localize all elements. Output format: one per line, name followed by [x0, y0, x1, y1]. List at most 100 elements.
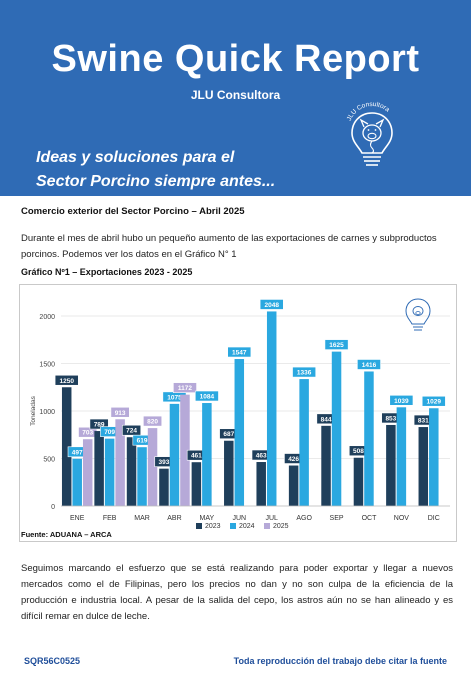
data-label-box: [173, 382, 197, 393]
legend-swatch: [264, 523, 270, 529]
data-label: 709: [104, 429, 115, 436]
header-banner: Swine Quick Report JLU Consultora Ideas …: [0, 0, 471, 196]
data-label-box: [389, 394, 414, 406]
data-label: 1029: [427, 399, 442, 406]
bar: [364, 371, 374, 506]
bar: [126, 437, 137, 506]
data-label: 1250: [59, 378, 74, 385]
chart-logo-icon: [405, 298, 431, 331]
x-tick-label: SEP: [330, 515, 344, 522]
report-subtitle: JLU Consultora: [190, 88, 281, 102]
data-label: 687: [223, 431, 234, 438]
bar: [386, 424, 396, 506]
bar: [137, 447, 147, 506]
data-label: 789: [94, 422, 105, 429]
x-tick-label: JUL: [265, 515, 278, 522]
y-tick-label: 1500: [39, 362, 55, 369]
data-label: 1336: [297, 370, 312, 377]
legend-label: 2025: [273, 523, 289, 530]
chart-logo-part: [415, 311, 421, 315]
chart-title: Gráfico Nº1 – Exportaciones 2023 - 2025: [21, 267, 193, 277]
legend-swatch: [230, 523, 236, 529]
data-label: 853: [385, 415, 396, 422]
chart-container: 0 500 1000 1500 2000 Toneladas ENE 1250 497 703 FE…: [19, 284, 457, 542]
bar: [429, 408, 439, 506]
x-tick-label: OCT: [362, 515, 378, 522]
closing-paragraph: Seguimos marcando el esfuerzo que se est…: [21, 563, 453, 622]
data-label: 913: [115, 410, 126, 417]
legend-label: 2024: [239, 523, 255, 530]
data-label: 508: [353, 448, 364, 455]
x-tick-label: MAY: [200, 515, 215, 522]
data-label-box: [54, 374, 79, 386]
data-label: 497: [72, 449, 83, 456]
legend-label: 2023: [205, 523, 221, 530]
tagline-line-2: Sector Porcino siempre antes...: [36, 173, 276, 190]
data-label: 724: [126, 428, 137, 435]
data-label-box: [292, 366, 317, 378]
data-label: 2048: [264, 302, 279, 309]
data-label: 619: [137, 438, 148, 445]
data-label-box: [324, 339, 349, 350]
data-label: 1039: [394, 398, 409, 405]
bar: [115, 419, 125, 506]
x-tick-label: NOV: [394, 515, 410, 522]
x-tick-label: AGO: [296, 515, 312, 522]
bar: [396, 407, 407, 506]
data-label: 393: [159, 459, 170, 466]
data-label-box: [122, 424, 142, 436]
chart-logo-part: [412, 306, 424, 316]
data-label-box: [143, 415, 163, 427]
bar: [191, 462, 202, 506]
data-label: 1084: [200, 394, 215, 401]
bar: [104, 438, 115, 506]
data-label-box: [227, 346, 252, 358]
bar: [94, 431, 104, 506]
data-label: 831: [418, 418, 429, 425]
bar: [82, 439, 93, 506]
data-label: 703: [82, 430, 93, 437]
bar: [256, 462, 266, 506]
bar: [147, 428, 158, 506]
data-label: 1075: [167, 394, 182, 401]
tagline-line-1: Ideas y soluciones para el: [36, 149, 235, 166]
y-tick-label: 1000: [39, 409, 55, 416]
bar: [418, 427, 429, 506]
bar: [180, 394, 190, 506]
data-label-box: [89, 418, 109, 430]
bar: [353, 457, 364, 506]
report-code: SQR56C0525: [24, 656, 81, 666]
data-label: 820: [147, 419, 158, 426]
x-tick-label: ABR: [167, 515, 181, 522]
bar: [299, 379, 309, 506]
data-label: 1625: [329, 342, 344, 349]
exports-bar-chart: 0 500 1000 1500 2000 Toneladas ENE 1250 497 703 FE…: [30, 298, 450, 530]
bar: [61, 387, 72, 506]
bar: [169, 403, 180, 506]
data-label: 426: [288, 456, 299, 463]
y-axis-label: Toneladas: [30, 395, 37, 425]
data-label: 844: [321, 416, 332, 423]
bar: [234, 359, 245, 506]
x-tick-label: ENE: [70, 515, 85, 522]
x-tick-label: FEB: [103, 515, 117, 522]
bar: [72, 458, 82, 506]
data-label-box: [110, 406, 130, 418]
data-label-box: [357, 359, 381, 370]
tagline: Ideas y soluciones para el Sector Porcin…: [36, 146, 275, 194]
bar: [288, 465, 299, 506]
intro-paragraph: Durante el mes de abril hubo un pequeño …: [21, 233, 437, 260]
data-label: 1416: [362, 362, 377, 369]
lightbulb-pig-logo-icon: JLU Consultora: [346, 101, 393, 166]
data-label: 461: [191, 453, 202, 460]
x-tick-label: JUN: [232, 515, 246, 522]
chart-logo-part: [405, 298, 431, 325]
data-label: 1172: [178, 385, 192, 392]
data-label-box: [421, 395, 446, 407]
x-tick-label: MAR: [134, 515, 150, 522]
citation-note: Toda reproducción del trabajo debe citar…: [233, 656, 447, 666]
section-title: Comercio exterior del Sector Porcino – A…: [21, 206, 245, 217]
data-label: 463: [256, 453, 267, 460]
x-tick-label: DIC: [428, 515, 440, 522]
bar: [224, 440, 234, 506]
